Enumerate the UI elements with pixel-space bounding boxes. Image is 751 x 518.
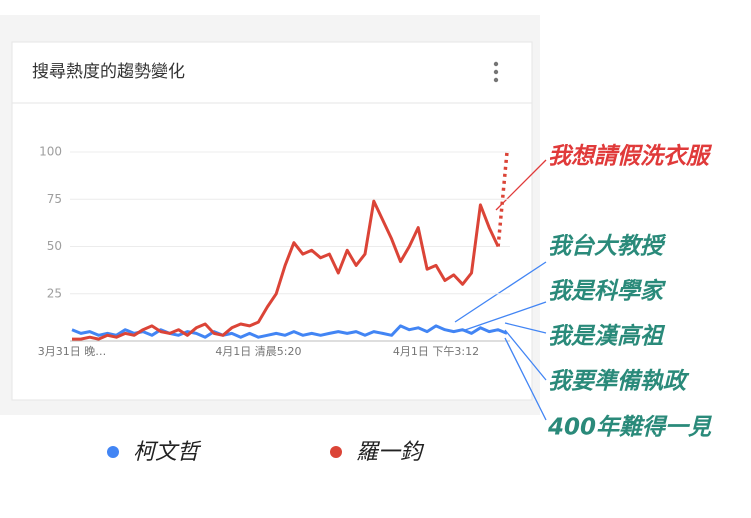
annotation: 我台大教授 — [548, 234, 667, 260]
annotation: 我要準備執政 — [548, 369, 690, 395]
x-tick-label: 4月1日 清晨5:20 — [215, 345, 301, 358]
annotation: 我是漢高祖 — [548, 324, 666, 350]
series-line — [72, 199, 500, 341]
chart-title: 搜尋熱度的趨勢變化 — [32, 62, 185, 82]
y-tick-label: 100 — [39, 145, 62, 159]
legend-swatch — [107, 446, 119, 458]
annotation-lines — [454, 159, 547, 421]
annotation: 我是科學家 — [548, 279, 667, 305]
annotation: 400年難得一見 — [547, 415, 712, 441]
legend-swatch — [330, 446, 342, 458]
y-tick-label: 75 — [47, 192, 62, 206]
x-tick-label: 4月1日 下午3:12 — [393, 345, 479, 358]
annotation: 我想請假洗衣服 — [548, 144, 713, 170]
legend-label: 柯文哲 — [133, 440, 202, 465]
y-tick-label: 50 — [47, 239, 62, 253]
partial-segment — [496, 151, 509, 247]
series-line — [71, 324, 508, 339]
y-tick-label: 25 — [47, 286, 62, 300]
menu-icon[interactable] — [493, 61, 499, 83]
legend-label: 羅一鈞 — [356, 440, 425, 465]
x-tick-label: 3月31日 晚… — [38, 345, 107, 358]
